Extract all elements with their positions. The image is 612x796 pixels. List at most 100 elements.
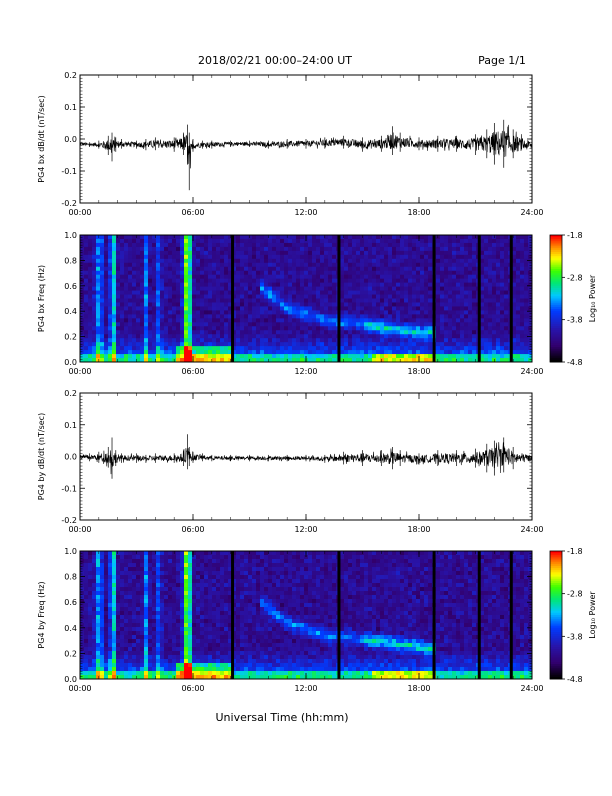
spectrogram-cell bbox=[148, 579, 152, 583]
spectrogram-cell bbox=[160, 306, 164, 310]
spectrogram-cell bbox=[136, 571, 140, 575]
spectrogram-cell bbox=[452, 346, 456, 350]
spectrogram-cell bbox=[128, 659, 132, 663]
spectrogram-cell bbox=[88, 555, 92, 559]
spectrogram-cell bbox=[112, 563, 116, 567]
spectrogram-cell bbox=[368, 235, 372, 239]
spectrogram-cell bbox=[224, 330, 228, 334]
spectrogram-cell bbox=[176, 279, 180, 283]
spectrogram-cell bbox=[104, 563, 108, 567]
spectrogram-cell bbox=[492, 255, 496, 259]
spectrogram-cell bbox=[172, 287, 176, 291]
spectrogram-cell bbox=[400, 326, 404, 330]
spectrogram-cell bbox=[144, 647, 148, 651]
spectrogram-cell bbox=[120, 291, 124, 295]
spectrogram-cell bbox=[304, 334, 308, 338]
spectrogram-cell bbox=[156, 318, 160, 322]
spectrogram-cell bbox=[388, 243, 392, 247]
spectrogram-cell bbox=[468, 263, 472, 267]
spectrogram-cell bbox=[332, 306, 336, 310]
spectrogram-cell bbox=[412, 287, 416, 291]
spectrogram-cell bbox=[116, 663, 120, 667]
spectrogram-cell bbox=[280, 314, 284, 318]
spectrogram-cell bbox=[144, 663, 148, 667]
spectrogram-cell bbox=[236, 235, 240, 239]
spectrogram-cell bbox=[264, 271, 268, 275]
spectrogram-cell bbox=[88, 567, 92, 571]
spectrogram-cell bbox=[92, 235, 96, 239]
spectrogram-cell bbox=[120, 659, 124, 663]
spectrogram-cell bbox=[160, 330, 164, 334]
spectrogram-cell bbox=[104, 346, 108, 350]
spectrogram-cell bbox=[208, 267, 212, 271]
spectrogram-cell bbox=[268, 267, 272, 271]
spectrogram-cell bbox=[84, 239, 88, 243]
spectrogram-cell bbox=[340, 271, 344, 275]
spectrogram-cell bbox=[184, 322, 188, 326]
spectrogram-cell bbox=[212, 283, 216, 287]
y-tick-label: -0.1 bbox=[61, 484, 77, 493]
spectrogram-cell bbox=[368, 306, 372, 310]
spectrogram-cell bbox=[492, 239, 496, 243]
spectrogram-cell bbox=[384, 306, 388, 310]
spectrogram-cell bbox=[368, 314, 372, 318]
spectrogram-cell bbox=[88, 314, 92, 318]
spectrogram-cell bbox=[216, 318, 220, 322]
spectrogram-cell bbox=[296, 291, 300, 295]
spectrogram-cell bbox=[368, 295, 372, 299]
spectrogram-cell bbox=[344, 338, 348, 342]
spectrogram-cell bbox=[120, 259, 124, 263]
spectrogram-cell bbox=[124, 631, 128, 635]
spectrogram-cell bbox=[296, 314, 300, 318]
spectrogram-cell bbox=[208, 251, 212, 255]
spectrogram-cell bbox=[284, 302, 288, 306]
spectrogram-cell bbox=[420, 275, 424, 279]
spectrogram-cell bbox=[112, 555, 116, 559]
spectrogram-cell bbox=[420, 239, 424, 243]
spectrogram-cell bbox=[100, 631, 104, 635]
spectrogram-cell bbox=[348, 310, 352, 314]
spectrogram-cell bbox=[316, 251, 320, 255]
spectrogram-cell bbox=[84, 318, 88, 322]
spectrogram-cell bbox=[376, 314, 380, 318]
spectrogram-cell bbox=[104, 631, 108, 635]
spectrogram-cell bbox=[308, 263, 312, 267]
spectrogram-cell bbox=[128, 342, 132, 346]
spectrogram-cell bbox=[384, 239, 388, 243]
spectrogram-cell bbox=[100, 555, 104, 559]
spectrogram-cell bbox=[100, 619, 104, 623]
spectrogram-cell bbox=[324, 251, 328, 255]
spectrogram-cell bbox=[180, 326, 184, 330]
spectrogram-cell bbox=[456, 283, 460, 287]
x-tick-label: 00:00 bbox=[68, 525, 91, 534]
spectrogram-cell bbox=[300, 334, 304, 338]
spectrogram-cell bbox=[372, 239, 376, 243]
x-tick-label: 06:00 bbox=[181, 525, 204, 534]
spectrogram-cell bbox=[348, 263, 352, 267]
spectrogram-cell bbox=[116, 259, 120, 263]
spectrogram-cell bbox=[408, 322, 412, 326]
spectrogram-cell bbox=[304, 306, 308, 310]
spectrogram-cell bbox=[404, 275, 408, 279]
spectrogram-cell bbox=[412, 259, 416, 263]
spectrogram-cell bbox=[192, 299, 196, 303]
spectrogram-cell bbox=[192, 326, 196, 330]
spectrogram-cell bbox=[460, 310, 464, 314]
spectrogram-cell bbox=[124, 350, 128, 354]
spectrogram-cell bbox=[324, 259, 328, 263]
spectrogram-cell bbox=[128, 263, 132, 267]
spectrogram-cell bbox=[456, 299, 460, 303]
spectrogram-cell bbox=[436, 267, 440, 271]
spectrogram-cell bbox=[112, 267, 116, 271]
spectrogram-cell bbox=[160, 354, 164, 358]
spectrogram-cell bbox=[92, 667, 96, 671]
spectrogram-cell bbox=[96, 599, 100, 603]
spectrogram-cell bbox=[348, 314, 352, 318]
spectrogram-cell bbox=[344, 302, 348, 306]
spectrogram-cell bbox=[192, 279, 196, 283]
spectrogram-cell bbox=[248, 235, 252, 239]
spectrogram-cell bbox=[416, 318, 420, 322]
spectrogram-cell bbox=[144, 615, 148, 619]
spectrogram-cell bbox=[256, 302, 260, 306]
spectrogram-cell bbox=[404, 287, 408, 291]
